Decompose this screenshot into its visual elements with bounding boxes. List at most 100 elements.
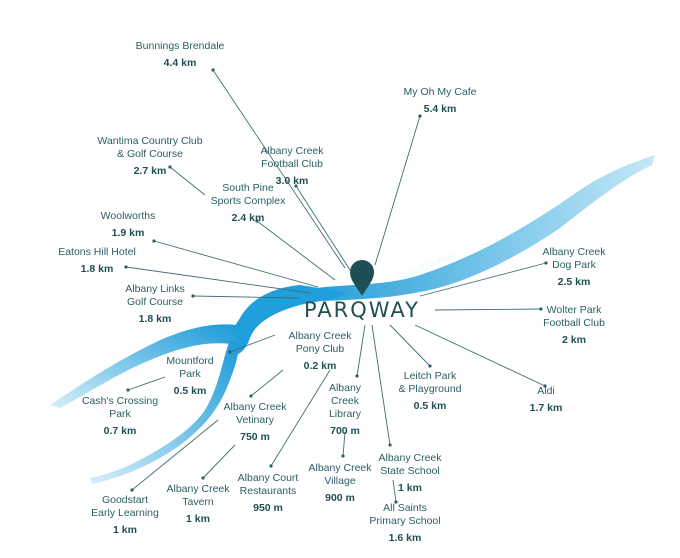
place-distance: 700 m	[330, 425, 360, 437]
leader-dot	[152, 239, 156, 243]
place-distance: 1.8 km	[138, 313, 172, 325]
leader-line	[256, 220, 336, 281]
place-name: Albany Creek State School	[378, 452, 442, 477]
leader-dot	[168, 165, 172, 169]
leader-dot	[191, 294, 195, 298]
place-distance: 4.4 km	[163, 57, 197, 69]
leader-dot	[228, 350, 232, 354]
place-distance: 2 km	[562, 334, 586, 346]
leader-line	[434, 308, 542, 311]
place-distance: 1 km	[186, 513, 210, 525]
place-name: Albany Creek Dog Park	[542, 246, 606, 271]
place-name: Albany Creek Pony Club	[288, 330, 352, 355]
place-label: Albany Creek Pony Club 0.2 km	[288, 330, 351, 373]
leader-dot	[130, 488, 134, 492]
place-label: My Oh My Cafe 5.4 km	[404, 86, 477, 116]
leader-line	[229, 334, 276, 353]
river-main-pool	[228, 285, 345, 355]
place-name: Wolter Park Football Club	[543, 304, 605, 329]
place-label: Aldi 1.7 km	[530, 385, 563, 415]
place-name: Albany Creek Tavern	[166, 483, 230, 508]
place-name: Albany Creek Vetinary	[223, 401, 287, 426]
leader-lines	[124, 68, 548, 504]
leader-dot	[294, 184, 298, 188]
place-distance: 2.7 km	[133, 165, 167, 177]
place-distance: 750 m	[240, 431, 270, 443]
place-distance: 3.0 km	[275, 175, 309, 187]
leader-line	[342, 431, 346, 457]
place-label: Woolworths 1.9 km	[101, 210, 156, 240]
place-name: Albany Creek Football Club	[260, 145, 324, 170]
river-south-branch	[90, 340, 239, 484]
place-distance: 5.4 km	[423, 103, 457, 115]
place-label: Bunnings Brendale 4.4 km	[136, 40, 225, 70]
leader-dot	[201, 476, 205, 480]
leader-dot	[428, 364, 432, 368]
place-label: Albany Links Golf Course 1.8 km	[125, 283, 185, 326]
place-label: Goodstart Early Learning 1 km	[91, 494, 159, 537]
brand-logo: PARQWAY	[304, 298, 420, 322]
place-distance: 1 km	[113, 524, 137, 536]
place-name: Eatons Hill Hotel	[58, 246, 136, 258]
place-name: South Pine Sports Complex	[210, 182, 286, 207]
leader-dot	[341, 454, 345, 458]
leader-line	[389, 324, 431, 367]
leader-line	[125, 266, 311, 294]
leader-line	[250, 369, 284, 397]
leader-dot	[543, 384, 547, 388]
place-label: Albany Creek Tavern 1 km	[166, 483, 229, 526]
leader-line	[153, 240, 319, 288]
leader-line	[419, 262, 547, 297]
leader-line	[295, 185, 351, 271]
place-label: Mountford Park 0.5 km	[166, 355, 213, 398]
leader-dot	[355, 374, 359, 378]
leader-dot	[544, 261, 548, 265]
place-distance: 0.5 km	[173, 385, 207, 397]
place-label: Albany Creek Football Club 3.0 km	[260, 145, 323, 188]
place-distance: 1.9 km	[111, 227, 145, 239]
leader-dot	[255, 219, 259, 223]
place-label: All Saints Primary School 1.6 km	[369, 502, 440, 545]
place-name: Woolworths	[100, 210, 156, 222]
leader-dot	[124, 265, 128, 269]
leader-dot	[126, 388, 130, 392]
leader-dot	[539, 307, 543, 311]
place-label: Cash's Crossing Park 0.7 km	[82, 395, 158, 438]
place-name: Albany Court Restaurants	[237, 472, 299, 497]
place-label: Eatons Hill Hotel 1.8 km	[58, 246, 136, 276]
place-distance: 1.7 km	[529, 402, 563, 414]
leader-dot	[388, 443, 392, 447]
leader-line	[392, 479, 397, 503]
leader-line	[212, 69, 346, 269]
place-distance: 0.5 km	[413, 400, 447, 412]
river-west-branch	[50, 324, 238, 408]
place-label: Albany Creek State School 1 km	[378, 452, 441, 495]
place-distance: 950 m	[253, 502, 283, 514]
leader-line	[356, 324, 366, 377]
leader-line	[270, 369, 331, 467]
place-name: My Oh My Cafe	[403, 86, 477, 98]
place-distance: 0.2 km	[303, 360, 337, 372]
leader-line	[131, 419, 219, 491]
leader-dot	[249, 394, 253, 398]
place-name: Albany Creek Village	[308, 462, 372, 487]
river-east-branch	[290, 155, 655, 302]
place-distance: 900 m	[325, 492, 355, 504]
leader-line	[202, 444, 236, 479]
place-label: Albany Creek Library 700 m	[329, 382, 361, 438]
place-distance: 2.4 km	[231, 212, 265, 224]
place-label: Albany Court Restaurants 950 m	[238, 472, 299, 515]
leader-dot	[211, 68, 215, 72]
place-name: Cash's Crossing Park	[81, 395, 159, 420]
leader-line	[414, 324, 546, 387]
leader-dot	[269, 464, 273, 468]
place-name: All Saints Primary School	[369, 502, 441, 527]
place-distance: 0.7 km	[103, 425, 137, 437]
leader-dot	[394, 500, 398, 504]
place-name: Aldi	[537, 385, 555, 397]
place-label: South Pine Sports Complex 2.4 km	[211, 182, 286, 225]
place-label: Albany Creek Vetinary 750 m	[223, 401, 286, 444]
leader-line	[169, 166, 206, 196]
leader-line	[371, 324, 391, 446]
